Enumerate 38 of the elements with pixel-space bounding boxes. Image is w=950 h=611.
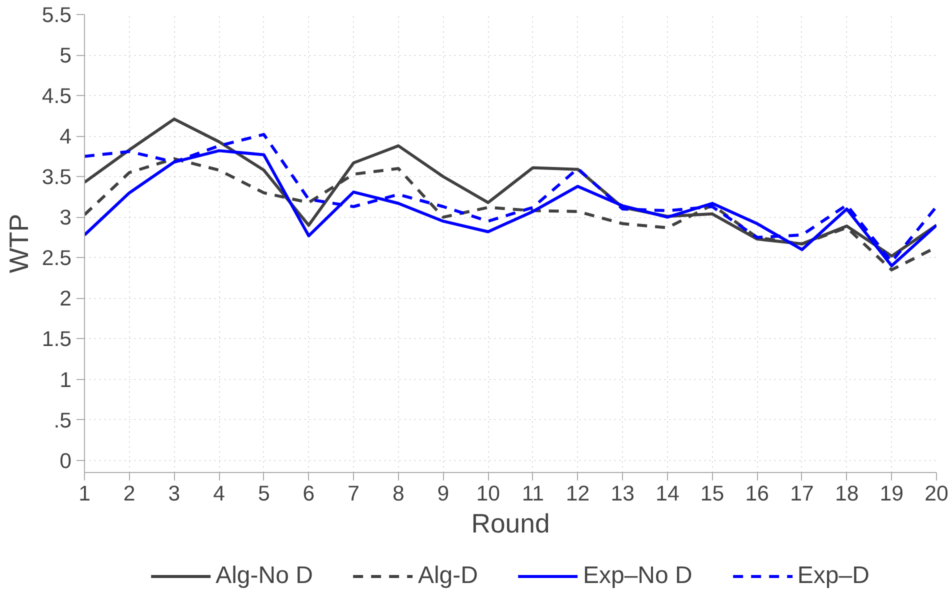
legend-label: Alg-D [418, 561, 478, 591]
x-tick-label: 2 [123, 482, 136, 506]
y-tick-label: 0 [60, 448, 72, 473]
x-tick-label: 8 [392, 482, 404, 506]
x-tick-label: 18 [834, 482, 859, 506]
x-tick-label: 7 [348, 482, 360, 506]
legend-label: Exp–D [797, 561, 870, 591]
y-tick-label: 4.5 [42, 84, 72, 108]
x-tick-label: 20 [924, 482, 948, 506]
y-tick-label: 2.5 [42, 246, 72, 270]
x-tick-label: 16 [745, 482, 770, 506]
legend-label: Alg-No D [216, 561, 313, 591]
x-tick-label: 19 [880, 482, 904, 506]
y-tick-label: 2 [60, 286, 72, 311]
x-tick-label: 12 [566, 482, 590, 506]
y-tick-label: 1 [60, 368, 72, 392]
y-tick-label: 4 [60, 124, 72, 149]
x-tick-label: 9 [437, 482, 450, 506]
x-tick-label: 15 [700, 482, 724, 506]
y-tick-label: .5 [54, 408, 72, 432]
x-tick-label: 14 [656, 482, 680, 506]
y-tick-label: 5.5 [42, 3, 72, 27]
x-tick-label: 5 [258, 482, 270, 506]
y-tick-label: 3 [60, 206, 72, 230]
x-tick-label: 3 [168, 482, 180, 506]
x-tick-label: 6 [302, 482, 315, 506]
y-axis-title: WTP [4, 214, 34, 274]
legend-label: Exp–No D [582, 561, 692, 591]
x-tick-label: 17 [790, 482, 814, 506]
x-tick-label: 11 [522, 482, 544, 506]
y-tick-label: 3.5 [42, 165, 72, 190]
y-tick-label: 5 [60, 44, 72, 68]
x-tick-label: 13 [610, 482, 634, 506]
x-axis-title: Round [471, 508, 550, 538]
x-tick-label: 1 [78, 482, 90, 506]
x-tick-label: 4 [213, 482, 226, 506]
x-tick-label: 10 [476, 482, 500, 506]
y-tick-label: 1.5 [42, 327, 72, 352]
